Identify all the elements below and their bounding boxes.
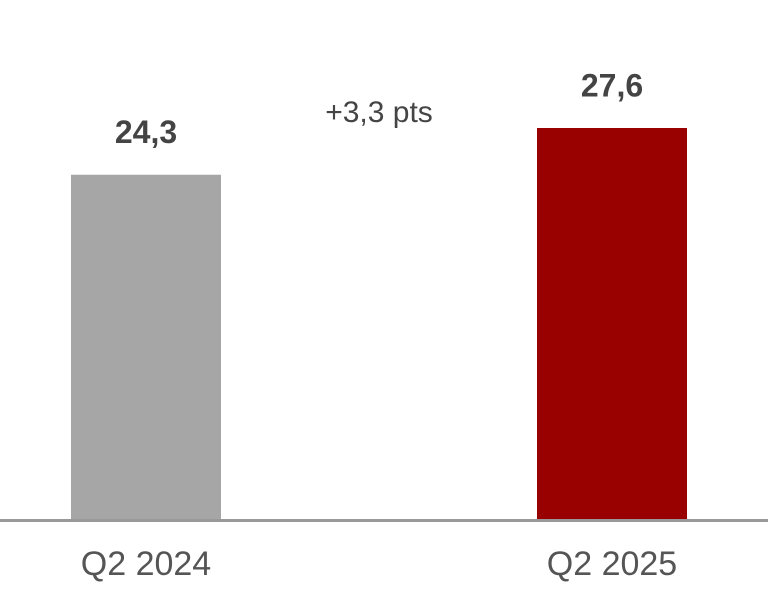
value-label: 27,6 — [581, 67, 643, 103]
annotation: +3,3 pts — [325, 96, 433, 129]
value-label: 24,3 — [115, 114, 177, 150]
bar — [71, 174, 221, 519]
bar — [537, 128, 687, 519]
x-tick-label: Q2 2024 — [81, 545, 211, 583]
x-tick-label: Q2 2025 — [547, 545, 677, 583]
